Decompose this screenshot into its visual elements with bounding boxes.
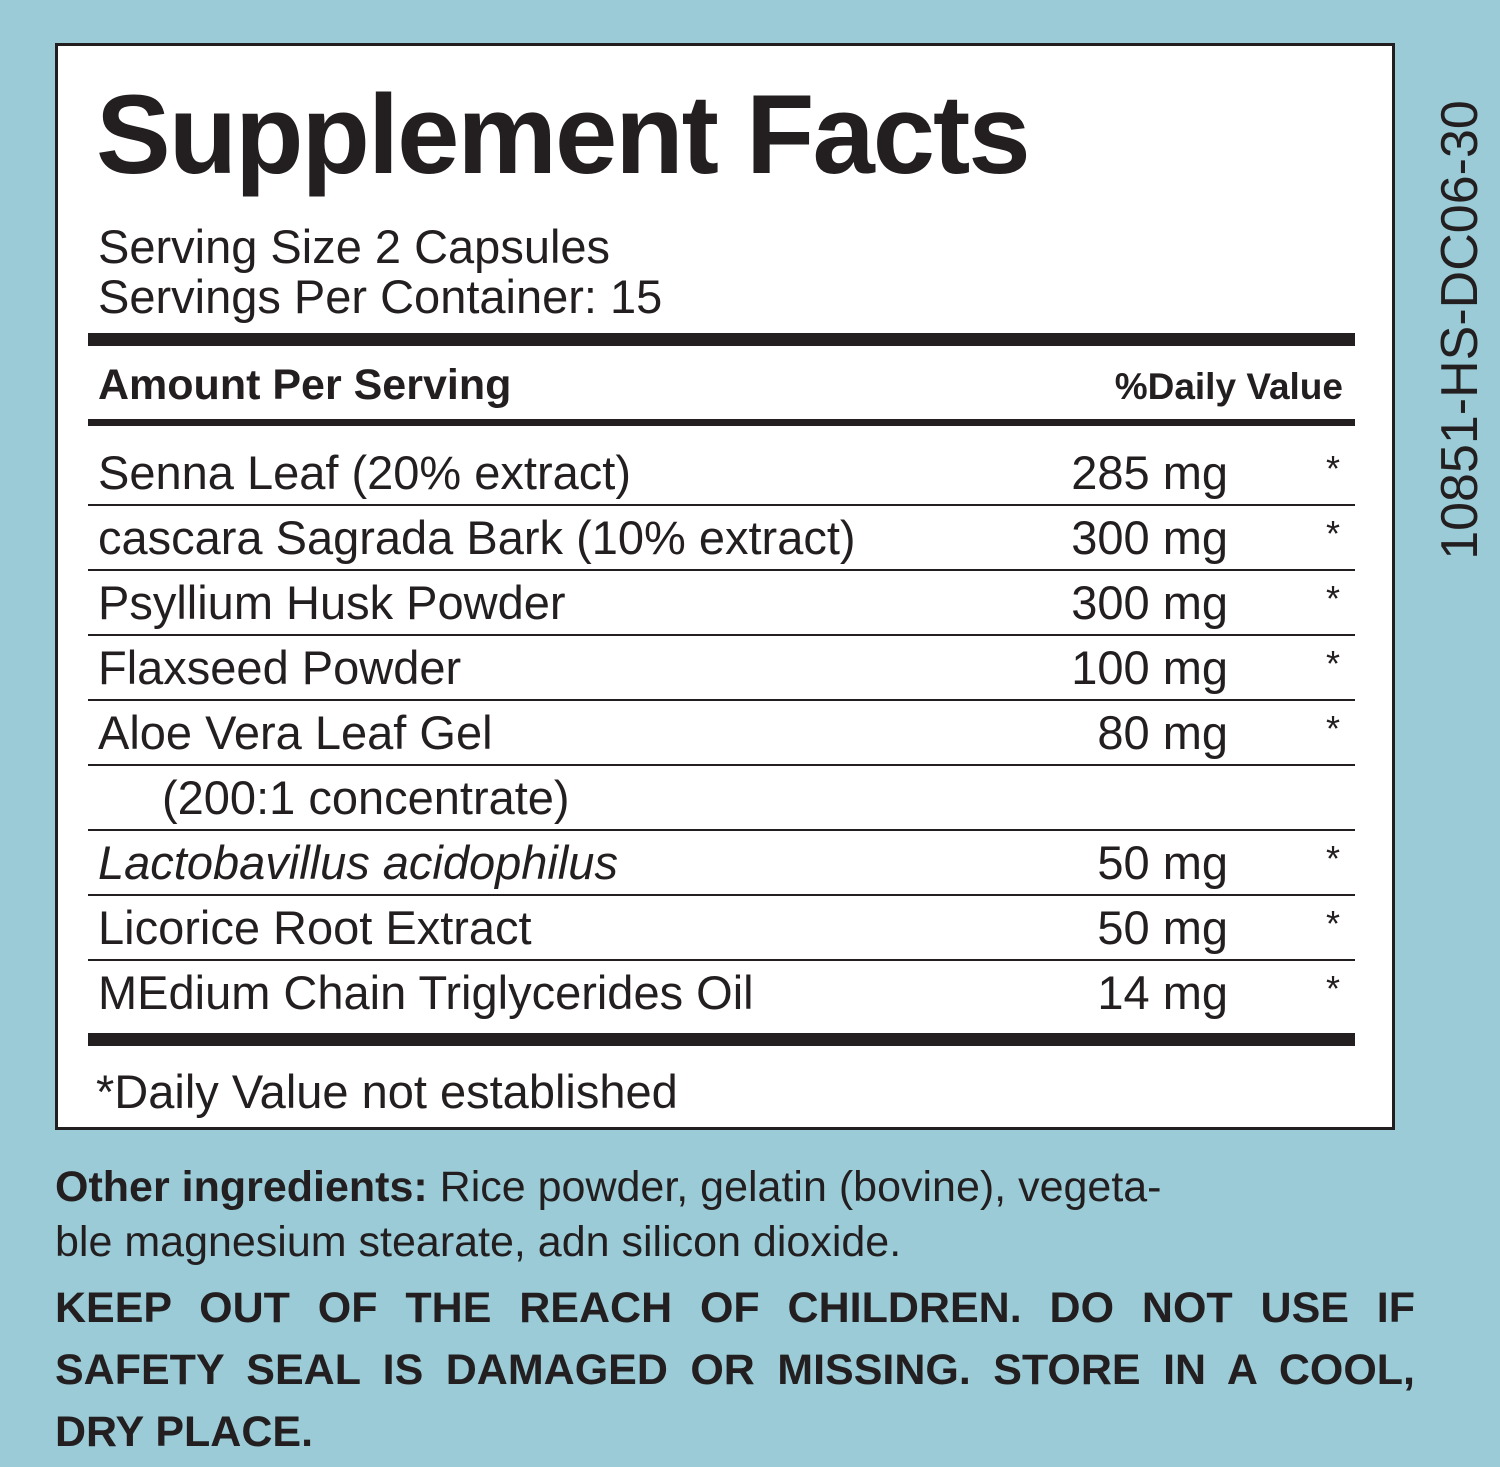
row-rule (88, 959, 1355, 961)
warning-line: SAFETY SEAL IS DAMAGED OR MISSING. STORE… (55, 1346, 1415, 1394)
ingredient-amount: 14 mg (1097, 966, 1228, 1019)
serving-size: Serving Size 2 Capsules (98, 220, 611, 273)
ingredient-daily-value: * (1325, 968, 1340, 1009)
row-rule (88, 634, 1355, 636)
facts-panel (55, 43, 1395, 1130)
thick-rule (88, 333, 1355, 346)
ingredient-amount: 100 mg (1071, 641, 1228, 694)
ingredient-daily-value: * (1325, 838, 1340, 879)
other-ingredients-text: Rice powder, gelatin (bovine), vegeta- (439, 1163, 1162, 1211)
other-ingredients-line: Other ingredients: Rice powder, gelatin … (55, 1160, 1162, 1215)
ingredient-daily-value: * (1325, 708, 1340, 749)
ingredient-name: cascara Sagrada Bark (10% extract) (98, 511, 856, 564)
ingredient-name: Flaxseed Powder (98, 641, 462, 694)
ingredient-name: Senna Leaf (20% extract) (98, 446, 631, 499)
ingredient-daily-value: * (1325, 578, 1340, 619)
ingredient-amount: 50 mg (1097, 836, 1228, 889)
ingredient-name: Aloe Vera Leaf Gel (98, 706, 493, 759)
other-ingredients-label: Other ingredients: (55, 1163, 428, 1211)
ingredient-name: Licorice Root Extract (98, 901, 532, 954)
ingredient-note: (200:1 concentrate) (162, 771, 570, 824)
side-code: 10851-HS-DC06-30 (1431, 100, 1489, 560)
ingredient-daily-value: * (1325, 643, 1340, 684)
row-rule (88, 504, 1355, 506)
thick-rule (88, 1033, 1355, 1046)
warning-line: DRY PLACE. (55, 1408, 314, 1456)
ingredient-amount: 285 mg (1071, 446, 1228, 499)
ingredient-daily-value: * (1325, 448, 1340, 489)
row-rule (88, 699, 1355, 701)
title: Supplement Facts (96, 72, 1031, 197)
row-rule (88, 764, 1355, 766)
footnote: *Daily Value not established (96, 1065, 678, 1118)
ingredient-name: Lactobavillus acidophilus (98, 836, 618, 889)
row-rule (88, 829, 1355, 831)
ingredient-daily-value: * (1325, 903, 1340, 944)
row-rule (88, 894, 1355, 896)
ingredient-amount: 300 mg (1071, 576, 1228, 629)
ingredient-amount: 50 mg (1097, 901, 1228, 954)
ingredient-name: Psyllium Husk Powder (98, 576, 566, 629)
ingredient-amount: 80 mg (1097, 706, 1228, 759)
row-rule (88, 569, 1355, 571)
ingredient-name: MEdium Chain Triglycerides Oil (98, 966, 754, 1019)
ingredient-daily-value: * (1325, 513, 1340, 554)
daily-value-header: %Daily Value (1114, 366, 1343, 407)
other-ingredients-text: ble magnesium stearate, adn silicon diox… (55, 1218, 902, 1266)
warning-line: KEEP OUT OF THE REACH OF CHILDREN. DO NO… (55, 1284, 1415, 1332)
medium-rule (88, 419, 1355, 426)
ingredient-amount: 300 mg (1071, 511, 1228, 564)
servings-per-container: Servings Per Container: 15 (98, 270, 663, 323)
amount-header: Amount Per Serving (98, 361, 512, 409)
